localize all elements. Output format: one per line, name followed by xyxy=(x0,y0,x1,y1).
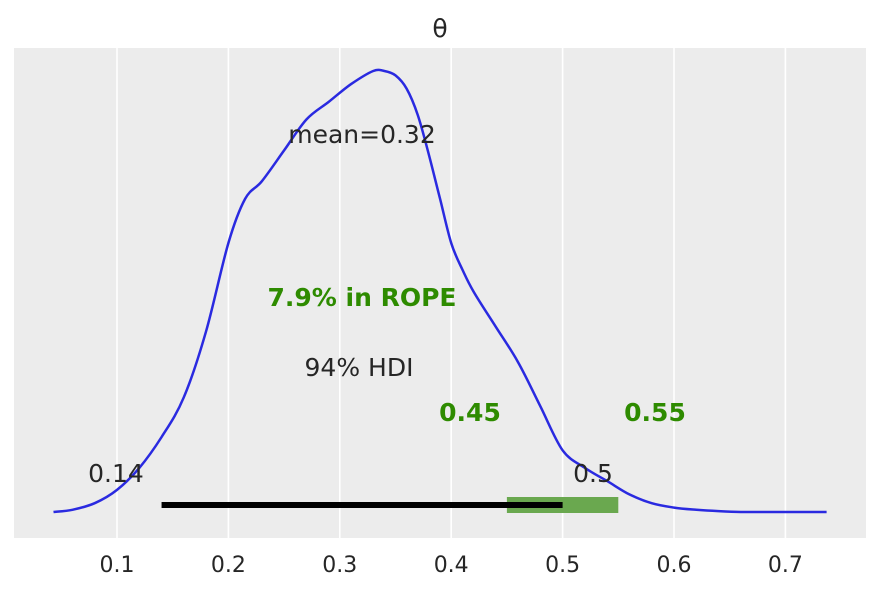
mean-label: mean=0.32 xyxy=(288,120,436,149)
x-tick-label: 0.7 xyxy=(768,553,803,578)
x-tick-label: 0.5 xyxy=(545,553,580,578)
x-gridlines xyxy=(116,48,787,538)
x-axis-ticks: 0.1 0.2 0.3 0.4 0.5 0.6 0.7 xyxy=(100,553,803,578)
density-curve xyxy=(53,68,827,514)
rope-label: 7.9% in ROPE xyxy=(267,283,456,312)
hdi-high-label: 0.5 xyxy=(573,459,613,488)
hdi-label: 94% HDI xyxy=(305,353,414,382)
hdi-low-label: 0.14 xyxy=(88,459,144,488)
x-tick-label: 0.4 xyxy=(434,553,469,578)
x-tick-label: 0.3 xyxy=(322,553,357,578)
plot-area xyxy=(14,48,866,538)
rope-low-label: 0.45 xyxy=(439,398,501,427)
x-tick-label: 0.1 xyxy=(100,553,135,578)
chart-title: θ xyxy=(432,14,447,43)
x-tick-label: 0.6 xyxy=(657,553,692,578)
rope-high-label: 0.55 xyxy=(624,398,686,427)
x-tick-label: 0.2 xyxy=(211,553,246,578)
